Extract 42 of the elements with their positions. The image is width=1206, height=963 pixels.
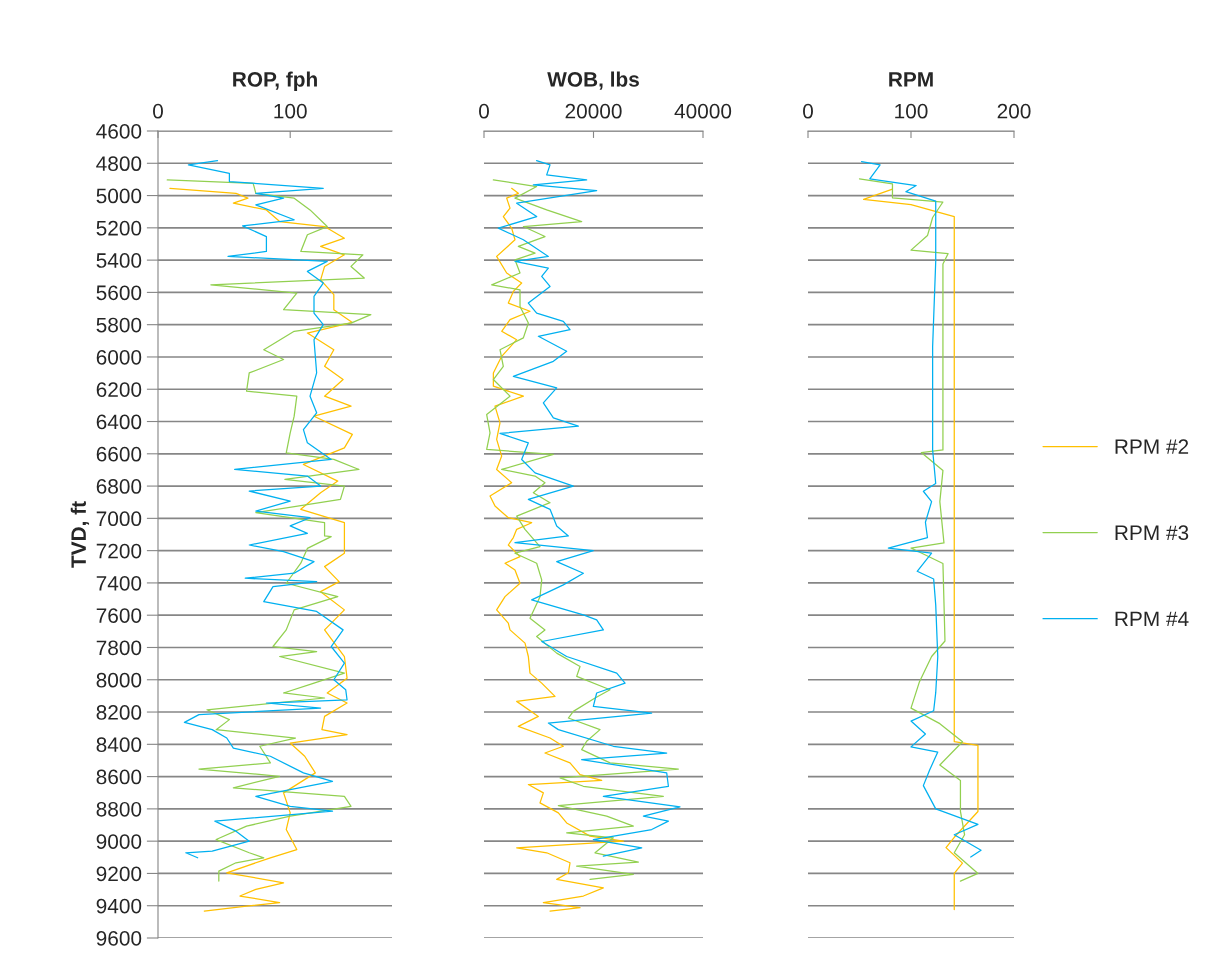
y-tick-label: 6600 xyxy=(96,446,142,462)
x-tick-label: 200 xyxy=(997,103,1031,119)
legend-label: RPM #3 xyxy=(1115,525,1189,541)
y-tick-label: 7400 xyxy=(96,575,142,591)
legend-label: RPM #2 xyxy=(1115,439,1189,454)
chart-title: RPM xyxy=(889,72,933,87)
y-tick-label: 7800 xyxy=(96,640,142,656)
y-tick-label: 8200 xyxy=(96,705,142,720)
y-tick-label: 9200 xyxy=(96,866,142,882)
y-tick-label: 5200 xyxy=(96,220,142,236)
x-tick-label: 0 xyxy=(153,103,163,119)
y-tick-label: 9600 xyxy=(96,931,142,946)
y-tick-label: 6800 xyxy=(96,479,142,494)
y-tick-label: 5400 xyxy=(96,253,142,268)
y-tick-label: 4600 xyxy=(96,124,142,139)
y-tick-label: 6000 xyxy=(96,349,142,365)
y-tick-label: 7000 xyxy=(96,511,142,527)
legend-label: RPM #4 xyxy=(1115,611,1189,626)
x-tick-label: 100 xyxy=(274,103,307,119)
y-tick-label: 8400 xyxy=(96,737,142,753)
y-tick-label: 7200 xyxy=(96,543,142,559)
y-axis-title: TVD, ft xyxy=(70,501,90,568)
x-tick-label: 20000 xyxy=(565,103,622,119)
y-tick-label: 9000 xyxy=(96,834,142,849)
chart-title: WOB, lbs xyxy=(547,71,639,90)
y-tick-label: 7600 xyxy=(96,608,142,623)
x-tick-label: 100 xyxy=(895,103,928,119)
y-tick-label: 8600 xyxy=(96,769,142,785)
y-tick-label: 9400 xyxy=(96,898,142,914)
y-tick-label: 4800 xyxy=(96,156,142,172)
y-tick-label: 8800 xyxy=(96,801,142,817)
x-tick-label: 0 xyxy=(479,103,489,119)
y-tick-label: 5800 xyxy=(96,317,142,333)
y-tick-label: 6200 xyxy=(96,382,142,397)
line-series xyxy=(183,160,348,859)
y-tick-label: 5600 xyxy=(96,285,142,301)
x-tick-label: 40000 xyxy=(674,103,732,119)
y-tick-label: 5000 xyxy=(96,188,142,204)
y-tick-label: 8000 xyxy=(96,672,142,688)
chart-title: ROP, fph xyxy=(233,71,317,91)
x-tick-label: 0 xyxy=(803,103,813,119)
y-tick-label: 6400 xyxy=(96,414,142,430)
